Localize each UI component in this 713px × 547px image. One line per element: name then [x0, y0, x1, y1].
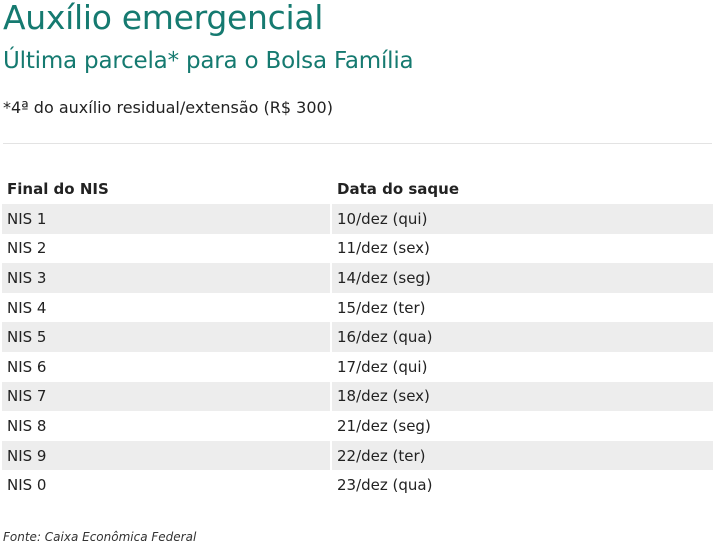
date-cell: 23/dez (qua)	[337, 476, 433, 495]
nis-cell: NIS 8	[2, 411, 332, 441]
table-row: NIS 7 18/dez (sex)	[2, 381, 713, 412]
nis-cell: NIS 6	[2, 351, 332, 382]
table-row: NIS 6 17/dez (qui)	[2, 351, 713, 382]
table-row: NIS 5 16/dez (qua)	[2, 322, 713, 352]
table-row: NIS 0 23/dez (qua)	[2, 470, 713, 500]
nis-cell: NIS 5	[2, 322, 332, 352]
date-cell: 11/dez (sex)	[337, 239, 430, 258]
column-header-nis: Final do NIS	[7, 180, 109, 198]
subtitle: Última parcela* para o Bolsa Família	[3, 48, 414, 74]
date-cell: 16/dez (qua)	[332, 322, 713, 352]
date-cell: 17/dez (qui)	[337, 357, 428, 376]
date-cell: 22/dez (ter)	[332, 440, 713, 471]
table-row: NIS 8 21/dez (seg)	[2, 411, 713, 441]
date-cell: 18/dez (sex)	[332, 381, 713, 412]
footnote: *4ª do auxílio residual/extensão (R$ 300…	[3, 98, 333, 117]
page-title: Auxílio emergencial	[3, 0, 324, 37]
divider	[3, 143, 712, 144]
column-header-date: Data do saque	[337, 180, 459, 198]
nis-cell: NIS 3	[2, 263, 332, 293]
table-row: NIS 9 22/dez (ter)	[2, 440, 713, 471]
source-note: Fonte: Caixa Econômica Federal	[3, 530, 197, 544]
nis-cell: NIS 9	[2, 440, 332, 471]
nis-cell: NIS 4	[2, 292, 332, 323]
schedule-table: Final do NIS Data do saque NIS 1 10/dez (…	[2, 174, 713, 500]
table-row: NIS 4 15/dez (ter)	[2, 292, 713, 323]
nis-cell: NIS 0	[2, 470, 332, 500]
date-cell: 15/dez (ter)	[337, 298, 426, 317]
date-cell: 14/dez (seg)	[332, 263, 713, 293]
nis-cell: NIS 7	[2, 381, 332, 412]
table-row: NIS 2 11/dez (sex)	[2, 233, 713, 264]
table-row: NIS 3 14/dez (seg)	[2, 263, 713, 293]
date-cell: 21/dez (seg)	[337, 416, 431, 435]
nis-cell: NIS 1	[2, 204, 332, 234]
table-row: NIS 1 10/dez (qui)	[2, 204, 713, 234]
table-header-row: Final do NIS Data do saque	[2, 174, 713, 204]
nis-cell: NIS 2	[2, 233, 332, 264]
date-cell: 10/dez (qui)	[332, 204, 713, 234]
